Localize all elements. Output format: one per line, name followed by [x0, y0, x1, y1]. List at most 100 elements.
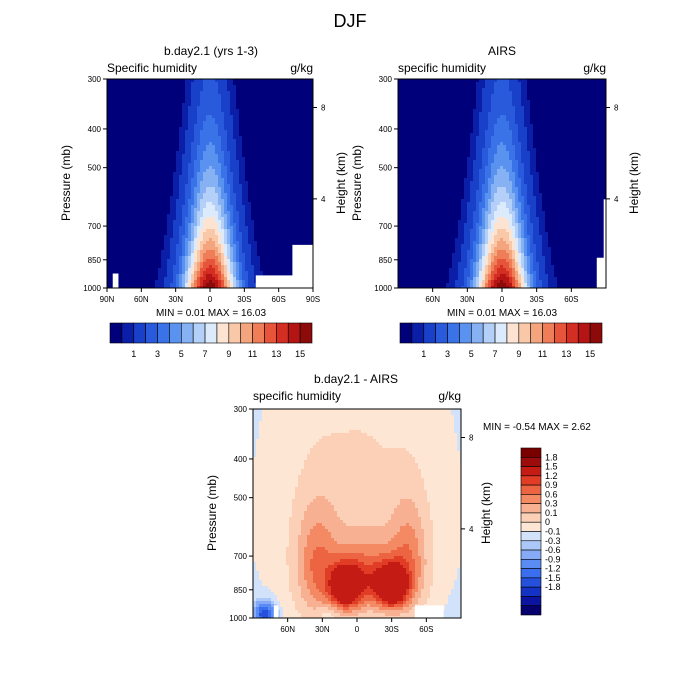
field-cell — [260, 151, 264, 155]
field-cell — [230, 250, 234, 254]
field-cell — [125, 175, 129, 179]
field-cell — [137, 109, 141, 113]
field-cell — [107, 145, 111, 149]
field-cell — [230, 283, 234, 287]
field-cell — [230, 148, 234, 152]
field-cell — [284, 205, 288, 209]
field-cell — [179, 127, 183, 131]
field-cell — [116, 181, 120, 185]
field-cell — [137, 271, 141, 275]
field-cell — [455, 82, 459, 86]
field-cell — [308, 142, 312, 146]
field-cell — [287, 196, 291, 200]
field-cell — [302, 79, 306, 83]
field-cell — [305, 211, 309, 215]
field-cell — [164, 187, 168, 191]
field-cell — [218, 286, 222, 289]
field-cell — [290, 220, 294, 224]
field-cell — [185, 85, 189, 89]
field-cell — [272, 250, 276, 254]
field-cell — [302, 184, 306, 188]
field-cell — [164, 139, 168, 143]
field-cell — [275, 244, 279, 248]
field-cell — [272, 271, 276, 275]
field-cell — [251, 193, 255, 197]
field-cell — [203, 112, 207, 116]
field-cell — [110, 262, 114, 266]
field-cell — [233, 157, 237, 161]
field-cell — [215, 244, 219, 248]
field-cell — [140, 148, 144, 152]
field-cell — [218, 208, 222, 212]
field-cell — [197, 178, 201, 182]
field-cell — [242, 235, 246, 239]
field-cell — [242, 82, 246, 86]
field-cell — [206, 271, 210, 275]
field-cell — [128, 157, 132, 161]
field-cell — [110, 202, 114, 206]
field-cell — [158, 220, 162, 224]
field-cell — [161, 208, 165, 212]
field-cell — [269, 190, 273, 194]
field-cell — [302, 196, 306, 200]
field-cell — [218, 133, 222, 137]
field-cell — [170, 85, 174, 89]
field-cell — [272, 130, 276, 134]
field-cell — [242, 121, 246, 125]
field-cell — [113, 79, 117, 83]
field-cell — [152, 202, 156, 206]
field-cell — [266, 121, 270, 125]
field-cell — [116, 94, 120, 98]
field-cell — [125, 169, 129, 173]
field-cell — [227, 253, 231, 257]
field-cell — [182, 157, 186, 161]
field-cell — [299, 232, 303, 236]
field-cell — [152, 214, 156, 218]
field-cell — [491, 79, 495, 83]
field-cell — [155, 97, 159, 101]
field-cell — [194, 82, 198, 86]
field-cell — [146, 241, 150, 245]
field-cell — [257, 199, 261, 203]
field-cell — [257, 115, 261, 119]
field-cell — [140, 274, 144, 278]
field-cell — [164, 265, 168, 269]
field-cell — [278, 208, 282, 212]
field-cell — [122, 277, 126, 281]
field-cell — [233, 229, 237, 233]
field-cell — [206, 265, 210, 269]
field-cell — [311, 172, 314, 176]
field-cell — [281, 163, 285, 167]
field-cell — [137, 262, 141, 266]
field-cell — [176, 220, 180, 224]
field-cell — [296, 238, 300, 242]
field-cell — [287, 199, 291, 203]
field-cell — [284, 157, 288, 161]
field-cell — [113, 112, 117, 116]
field-cell — [170, 208, 174, 212]
field-cell — [116, 100, 120, 104]
colorbar-box — [276, 322, 289, 344]
field-cell — [173, 202, 177, 206]
field-cell — [131, 232, 135, 236]
field-cell — [299, 214, 303, 218]
field-cell — [296, 163, 300, 167]
field-cell — [200, 283, 204, 287]
field-cell — [281, 211, 285, 215]
field-cell — [233, 94, 237, 98]
field-cell — [194, 190, 198, 194]
field-cell — [122, 211, 126, 215]
field-cell — [119, 94, 123, 98]
field-cell — [311, 148, 314, 152]
field-cell — [269, 100, 273, 104]
field-cell — [287, 100, 291, 104]
field-cell — [125, 115, 129, 119]
field-cell — [398, 79, 402, 83]
field-cell — [239, 226, 243, 230]
field-cell — [194, 277, 198, 281]
field-cell — [179, 187, 183, 191]
field-cell — [215, 190, 219, 194]
field-cell — [251, 223, 255, 227]
field-cell — [119, 199, 123, 203]
field-cell — [290, 139, 294, 143]
